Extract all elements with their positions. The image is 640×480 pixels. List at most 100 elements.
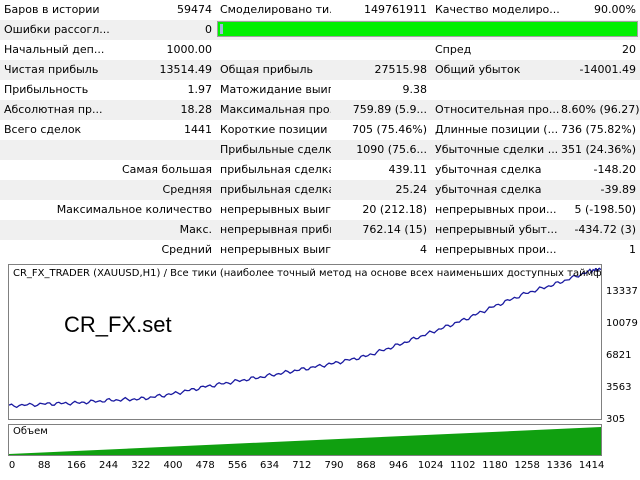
volume-chart-svg	[9, 427, 601, 455]
stat-label: Длинные позиции (...	[435, 123, 559, 136]
stat-value: 1	[629, 243, 636, 256]
stat-label: Общий убыток	[435, 63, 521, 76]
volume-chart: Объем	[8, 424, 602, 456]
stat-label: Макс.	[179, 223, 212, 236]
stats-row: Всего сделок 1441 Короткие позиции (... …	[0, 120, 640, 140]
stat-label: непрерывных выиг...	[220, 203, 331, 216]
stat-label: Убыточные сделки ...	[435, 143, 559, 156]
x-tick-label: 322	[131, 460, 151, 471]
x-tick-label: 634	[260, 460, 280, 471]
x-tick-label: 1180	[482, 460, 508, 471]
stat-label: Смоделировано ти...	[220, 3, 331, 16]
stat-label: Прибыльные сделк...	[220, 143, 331, 156]
x-tick-label: 1336	[546, 460, 573, 471]
stat-value: -148.20	[593, 163, 636, 176]
x-tick-label: 946	[388, 460, 408, 471]
x-tick-label: 868	[356, 460, 376, 471]
stat-value: 762.14 (15)	[362, 223, 427, 236]
stats-row: Начальный деп... 1000.00 Спред 20	[0, 40, 640, 60]
stats-row: Максимальное количество непрерывных выиг…	[0, 200, 640, 220]
stat-label: Относительная про...	[435, 103, 560, 116]
modeling-quality-bar-fill	[218, 22, 637, 36]
stat-value: 1090 (75.6...	[356, 143, 427, 156]
stat-label: Чистая прибыль	[4, 63, 99, 76]
y-tick-label: 13337	[606, 286, 638, 297]
stat-value: -39.89	[600, 183, 636, 196]
stat-value: 736 (75.82%)	[561, 123, 637, 136]
modeling-quality-bar	[217, 21, 638, 37]
stat-value: 0	[205, 23, 212, 36]
stat-label: Абсолютная пр...	[4, 103, 103, 116]
stat-label: непрерывная прибы...	[220, 223, 331, 236]
stat-value: 59474	[177, 3, 212, 16]
x-tick-label: 1024	[417, 460, 444, 471]
stat-value: 759.89 (5.9...	[352, 103, 427, 116]
stat-value: 8.60% (96.27)	[561, 103, 640, 116]
stat-label: прибыльная сделка	[220, 163, 331, 176]
stat-value: 18.28	[180, 103, 213, 116]
y-tick-label: 3563	[606, 382, 632, 393]
x-tick-label: 790	[324, 460, 344, 471]
stats-row: Прибыльные сделк... 1090 (75.6... Убыточ…	[0, 140, 640, 160]
stat-value: 4	[420, 243, 427, 256]
stat-label: Самая большая	[121, 163, 212, 176]
chart-title: CR_FX_TRADER (XAUUSD,H1) / Все тики (наи…	[13, 268, 602, 279]
stat-label: Средняя	[162, 183, 212, 196]
x-tick-label: 88	[37, 460, 51, 471]
stats-row: Макс. непрерывная прибы... 762.14 (15) н…	[0, 220, 640, 240]
stats-row: Средний непрерывных выиг... 4 непрерывны…	[0, 240, 640, 260]
stat-value: 1441	[184, 123, 212, 136]
stat-label: непрерывный убыт...	[435, 223, 558, 236]
balance-chart: CR_FX_TRADER (XAUUSD,H1) / Все тики (наи…	[8, 264, 602, 420]
stats-row: Абсолютная пр... 18.28 Максимальная про.…	[0, 100, 640, 120]
stat-label: Всего сделок	[4, 123, 82, 136]
stat-value: 90.00%	[594, 3, 636, 16]
stat-label: убыточная сделка	[435, 163, 542, 176]
x-tick-label: 712	[292, 460, 312, 471]
x-tick-label: 1102	[450, 460, 476, 471]
stat-label: непрерывных прои...	[435, 203, 557, 216]
stat-value: 20	[622, 43, 636, 56]
stat-label: Средний	[161, 243, 212, 256]
stat-value: 20 (212.18)	[362, 203, 427, 216]
y-tick-label: 10079	[606, 318, 638, 329]
stat-label: прибыльная сделка	[220, 183, 331, 196]
stat-value: 27515.98	[374, 63, 428, 76]
stat-value: 439.11	[388, 163, 428, 176]
x-tick-label: 1258	[514, 460, 540, 471]
y-tick-label: 6821	[606, 350, 632, 361]
stat-label: непрерывных выиг...	[220, 243, 331, 256]
stat-value: 705 (75.46%)	[351, 123, 427, 136]
stats-row: Прибыльность 1.97 Матожидание выиг... 9.…	[0, 80, 640, 100]
stat-label: убыточная сделка	[435, 183, 542, 196]
x-tick-label: 1414	[578, 460, 605, 471]
overlay-label: CR_FX.set	[64, 312, 172, 337]
x-tick-label: 244	[99, 460, 119, 471]
stat-value: 9.38	[402, 83, 428, 96]
volume-label: Объем	[13, 426, 48, 437]
stat-label: Общая прибыль	[220, 63, 313, 76]
stat-label: Ошибки рассогл...	[4, 23, 110, 36]
stat-label: Максимальная про...	[220, 103, 331, 116]
x-tick-label: 478	[195, 460, 215, 471]
x-tick-label: 0	[8, 460, 16, 471]
stats-row: Баров в истории 59474 Смоделировано ти..…	[0, 0, 640, 20]
stat-value: -434.72 (3)	[574, 223, 636, 236]
stat-value: -14001.49	[579, 63, 636, 76]
stats-row: Средняя прибыльная сделка 25.24 убыточна…	[0, 180, 640, 200]
stats-row: Самая большая прибыльная сделка 439.11 у…	[0, 160, 640, 180]
stat-label: Начальный деп...	[4, 43, 105, 56]
stats-table: Баров в истории 59474 Смоделировано ти..…	[0, 0, 640, 260]
x-tick-label: 166	[66, 460, 86, 471]
stat-label: непрерывных прои...	[435, 243, 557, 256]
stat-value: 5 (-198.50)	[574, 203, 636, 216]
stat-label: Качество моделиро...	[435, 3, 560, 16]
balance-line	[9, 267, 601, 409]
stat-value: 351 (24.36%)	[561, 143, 637, 156]
stat-label: Матожидание выиг...	[220, 83, 331, 96]
volume-area	[9, 427, 601, 455]
x-tick-label: 556	[227, 460, 247, 471]
balance-chart-svg	[9, 267, 601, 409]
stat-label: Прибыльность	[4, 83, 89, 96]
stats-row: Чистая прибыль 13514.49 Общая прибыль 27…	[0, 60, 640, 80]
